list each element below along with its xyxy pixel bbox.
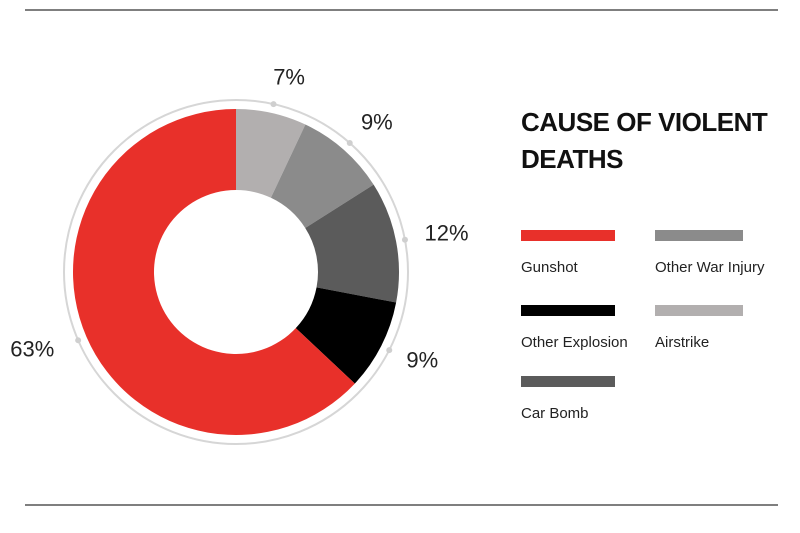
legend-swatch xyxy=(655,305,743,316)
legend-label: Other Explosion xyxy=(521,334,628,351)
legend-label: Gunshot xyxy=(521,259,579,276)
donut-segment xyxy=(72,109,355,435)
ring-dot xyxy=(346,139,353,146)
ring-dot xyxy=(386,347,393,354)
value-label: 7% xyxy=(273,65,305,90)
value-label: 63% xyxy=(10,336,54,361)
legend-label: Airstrike xyxy=(655,334,709,351)
ring-dot xyxy=(75,337,82,344)
donut-segment xyxy=(305,184,399,303)
chart-title: CAUSE OF VIOLENT DEATHS xyxy=(521,107,768,174)
donut-segment xyxy=(295,287,397,384)
donut-segment xyxy=(270,124,374,229)
legend-swatch xyxy=(521,305,615,316)
value-label: 9% xyxy=(361,109,393,134)
legend-label: Other War Injury xyxy=(655,259,765,276)
legend-swatch xyxy=(521,376,615,387)
outer-ring xyxy=(63,99,409,445)
ring-dot xyxy=(270,101,277,108)
value-label: 9% xyxy=(406,348,438,373)
legend-swatch xyxy=(655,230,743,241)
legend-swatch xyxy=(521,230,615,241)
value-label: 12% xyxy=(424,221,468,246)
legend-label: Car Bomb xyxy=(521,405,589,422)
donut-segment xyxy=(236,109,306,198)
ring-dot xyxy=(401,236,408,243)
